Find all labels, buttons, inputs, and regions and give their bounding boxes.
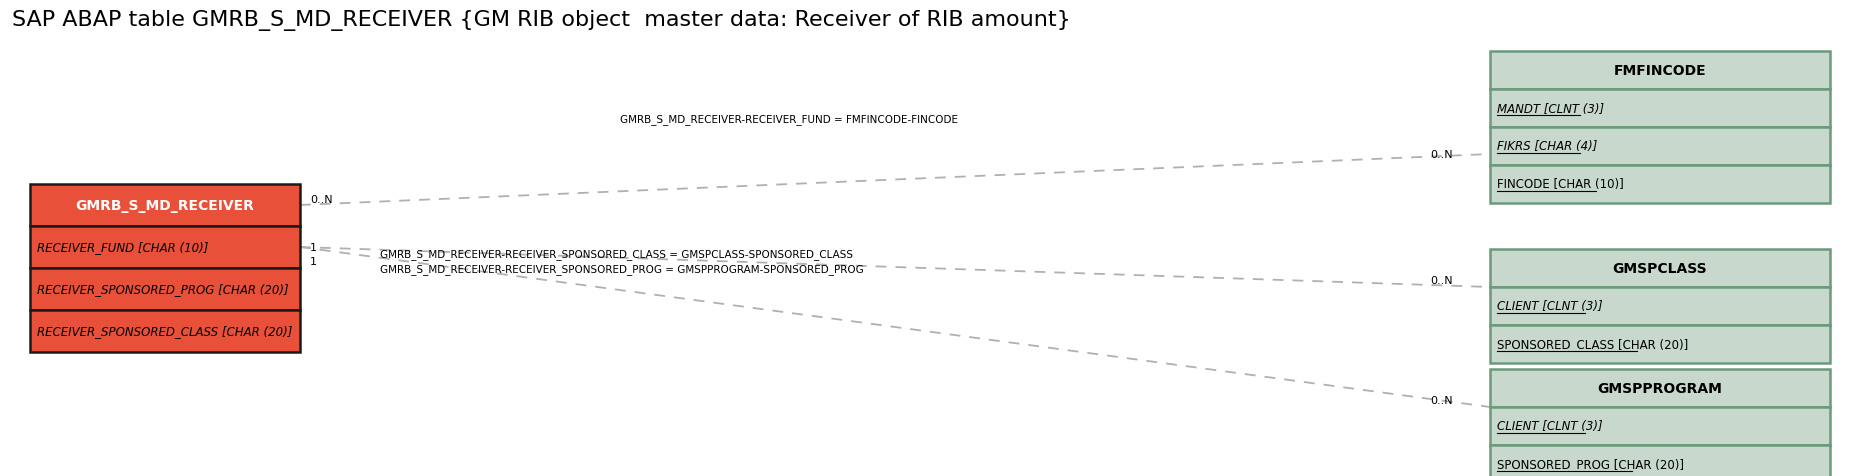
Text: 0..N: 0..N xyxy=(1430,149,1452,159)
FancyBboxPatch shape xyxy=(1491,288,1830,325)
FancyBboxPatch shape xyxy=(30,268,300,310)
FancyBboxPatch shape xyxy=(1491,128,1830,166)
Text: FINCODE [CHAR (10)]: FINCODE [CHAR (10)] xyxy=(1496,178,1624,191)
Text: GMSPCLASS: GMSPCLASS xyxy=(1613,261,1708,276)
Text: SPONSORED_PROG [CHAR (20)]: SPONSORED_PROG [CHAR (20)] xyxy=(1496,457,1683,470)
FancyBboxPatch shape xyxy=(1491,166,1830,204)
Text: GMRB_S_MD_RECEIVER-RECEIVER_SPONSORED_CLASS = GMSPCLASS-SPONSORED_CLASS: GMRB_S_MD_RECEIVER-RECEIVER_SPONSORED_CL… xyxy=(380,249,854,260)
Text: 1: 1 xyxy=(309,242,317,252)
Text: GMSPPROGRAM: GMSPPROGRAM xyxy=(1598,381,1722,395)
Text: 0..N: 0..N xyxy=(1430,395,1452,405)
Text: SAP ABAP table GMRB_S_MD_RECEIVER {GM RIB object  master data: Receiver of RIB a: SAP ABAP table GMRB_S_MD_RECEIVER {GM RI… xyxy=(11,10,1070,31)
Text: CLIENT [CLNT (3)]: CLIENT [CLNT (3)] xyxy=(1496,300,1602,313)
FancyBboxPatch shape xyxy=(30,227,300,268)
Text: CLIENT [CLNT (3)]: CLIENT [CLNT (3)] xyxy=(1496,420,1602,433)
FancyBboxPatch shape xyxy=(1491,249,1830,288)
Text: SPONSORED_CLASS [CHAR (20)]: SPONSORED_CLASS [CHAR (20)] xyxy=(1496,338,1689,351)
Text: RECEIVER_SPONSORED_PROG [CHAR (20)]: RECEIVER_SPONSORED_PROG [CHAR (20)] xyxy=(37,283,289,296)
FancyBboxPatch shape xyxy=(1491,369,1830,407)
Text: 0..N: 0..N xyxy=(309,195,333,205)
FancyBboxPatch shape xyxy=(1491,407,1830,445)
Text: GMRB_S_MD_RECEIVER-RECEIVER_FUND = FMFINCODE-FINCODE: GMRB_S_MD_RECEIVER-RECEIVER_FUND = FMFIN… xyxy=(620,114,957,125)
Text: FMFINCODE: FMFINCODE xyxy=(1613,64,1706,78)
Text: FIKRS [CHAR (4)]: FIKRS [CHAR (4)] xyxy=(1496,140,1598,153)
FancyBboxPatch shape xyxy=(1491,52,1830,90)
Text: GMRB_S_MD_RECEIVER: GMRB_S_MD_RECEIVER xyxy=(76,198,254,213)
Text: RECEIVER_FUND [CHAR (10)]: RECEIVER_FUND [CHAR (10)] xyxy=(37,241,209,254)
Text: RECEIVER_SPONSORED_CLASS [CHAR (20)]: RECEIVER_SPONSORED_CLASS [CHAR (20)] xyxy=(37,325,293,338)
Text: 0..N: 0..N xyxy=(1430,276,1452,286)
Text: GMRB_S_MD_RECEIVER-RECEIVER_SPONSORED_PROG = GMSPPROGRAM-SPONSORED_PROG: GMRB_S_MD_RECEIVER-RECEIVER_SPONSORED_PR… xyxy=(380,264,863,275)
FancyBboxPatch shape xyxy=(1491,325,1830,363)
FancyBboxPatch shape xyxy=(1491,90,1830,128)
FancyBboxPatch shape xyxy=(30,310,300,352)
Text: MANDT [CLNT (3)]: MANDT [CLNT (3)] xyxy=(1496,102,1604,115)
FancyBboxPatch shape xyxy=(30,185,300,227)
Text: 1: 1 xyxy=(309,257,317,267)
FancyBboxPatch shape xyxy=(1491,445,1830,476)
